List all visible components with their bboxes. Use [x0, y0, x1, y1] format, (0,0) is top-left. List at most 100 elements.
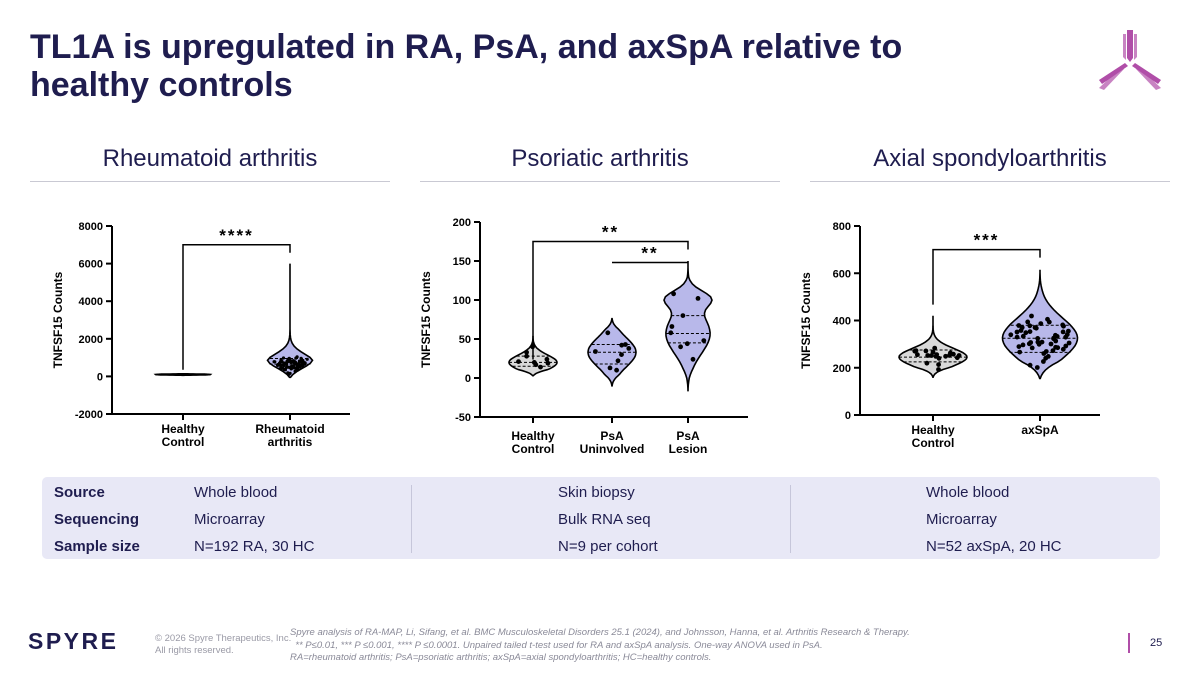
y-tick-label: -2000: [75, 409, 103, 421]
y-tick-label: 200: [453, 217, 471, 229]
footnote: Spyre analysis of RA-MAP, Li, Sifang, et…: [290, 627, 1090, 665]
x-tick-label: Healthy: [161, 422, 205, 436]
data-point: [1014, 329, 1020, 335]
y-tick-label: 0: [97, 371, 103, 383]
significance-label: ****: [219, 226, 253, 245]
info-column-divider: [411, 485, 412, 553]
data-point: [277, 361, 282, 365]
y-axis-label: TNFSF15 Counts: [799, 272, 813, 369]
data-point: [924, 360, 930, 366]
data-point: [1020, 333, 1026, 339]
data-point: [1035, 336, 1041, 341]
y-tick-label: -50: [455, 412, 471, 424]
data-point: [615, 358, 621, 364]
data-point: [287, 372, 291, 376]
study-info-table: Source Whole blood Skin biopsy Whole blo…: [42, 477, 1160, 559]
data-point: [954, 355, 960, 361]
section-title-psa: Psoriatic arthritis: [511, 145, 689, 172]
data-point: [299, 356, 303, 360]
slide-title-line2: healthy controls: [30, 66, 293, 104]
data-point: [1026, 341, 1032, 347]
data-point: [301, 362, 305, 366]
brand-logo-icon: [1099, 30, 1161, 90]
data-point: [669, 324, 675, 329]
data-point: [281, 356, 286, 360]
data-point: [544, 356, 550, 362]
data-point: [1017, 349, 1023, 355]
data-point: [1038, 321, 1044, 326]
info-column-divider: [790, 485, 791, 553]
x-tick-label: Uninvolved: [580, 442, 645, 456]
data-point: [291, 364, 295, 368]
info-cell: Microarray: [926, 511, 997, 528]
data-point: [1050, 348, 1056, 354]
y-tick-label: 200: [833, 363, 851, 375]
data-point: [538, 364, 543, 370]
info-cell: N=192 RA, 30 HC: [194, 538, 315, 555]
copyright-line: © 2026 Spyre Therapeutics, Inc.: [155, 633, 292, 644]
x-tick-label: PsA: [676, 429, 700, 443]
data-point: [285, 362, 289, 366]
significance-label: ***: [974, 231, 1000, 250]
info-cell: N=52 axSpA, 20 HC: [926, 538, 1062, 555]
data-point: [1025, 319, 1031, 325]
section-title-ra: Rheumatoid arthritis: [102, 145, 318, 172]
data-point: [288, 359, 292, 363]
data-point: [1060, 329, 1066, 335]
data-point: [947, 353, 952, 358]
data-point: [1016, 323, 1022, 328]
info-cell: Microarray: [194, 511, 265, 528]
section-divider-ra: [30, 181, 390, 182]
info-row-sample-size: Sample size N=192 RA, 30 HC N=9 per coho…: [42, 533, 1160, 559]
data-point: [297, 363, 301, 367]
y-tick-label: 4000: [79, 296, 103, 308]
data-point: [936, 355, 942, 361]
data-point: [619, 342, 625, 348]
data-point: [936, 367, 941, 372]
section-divider-axspa: [810, 181, 1170, 182]
data-point: [524, 349, 529, 355]
spyre-logo: SPYRE: [28, 630, 116, 652]
x-tick-label: Healthy: [511, 429, 555, 443]
data-point: [1048, 341, 1054, 347]
slide-title: TL1A is upregulated in RA, PsA, and axSp…: [30, 28, 1030, 104]
data-point: [607, 365, 613, 371]
info-row-source: Source Whole blood Skin biopsy Whole blo…: [42, 479, 1160, 505]
copyright-line: All rights reserved.: [155, 645, 234, 656]
data-point: [690, 356, 696, 362]
y-tick-label: 50: [459, 334, 471, 346]
data-point: [289, 367, 293, 371]
data-point: [671, 291, 676, 297]
data-point: [626, 346, 632, 351]
info-cell: Whole blood: [194, 484, 278, 501]
data-point: [1034, 365, 1040, 370]
data-point: [280, 359, 284, 364]
info-row-sequencing: Sequencing Microarray Bulk RNA seq Micro…: [42, 506, 1160, 532]
data-point: [668, 330, 674, 336]
data-point: [915, 352, 920, 358]
data-point: [1043, 349, 1049, 354]
footnote-line: ** P≤0.01, *** P ≤0.001, **** P ≤0.0001.…: [290, 639, 823, 651]
data-point: [1055, 345, 1061, 351]
data-point: [531, 360, 537, 365]
data-point: [1066, 340, 1072, 346]
info-label-sample-size: Sample size: [54, 538, 140, 555]
info-label-sequencing: Sequencing: [54, 511, 140, 528]
x-tick-label: Control: [912, 436, 955, 450]
section-title-axspa: Axial spondyloarthritis: [873, 145, 1107, 172]
data-point: [614, 367, 619, 373]
data-point: [516, 359, 521, 364]
page-number-divider: [1128, 633, 1130, 653]
y-tick-label: 0: [465, 373, 471, 385]
data-point: [1014, 334, 1020, 340]
data-point: [291, 359, 295, 363]
x-tick-label: PsA: [600, 429, 624, 443]
data-point: [281, 366, 285, 370]
data-point: [1023, 330, 1029, 336]
data-point: [524, 353, 529, 359]
data-point: [282, 363, 286, 368]
data-point: [1060, 322, 1066, 328]
violin-shape: [266, 263, 314, 379]
data-point: [1029, 313, 1034, 319]
significance-bracket: [182, 244, 291, 370]
